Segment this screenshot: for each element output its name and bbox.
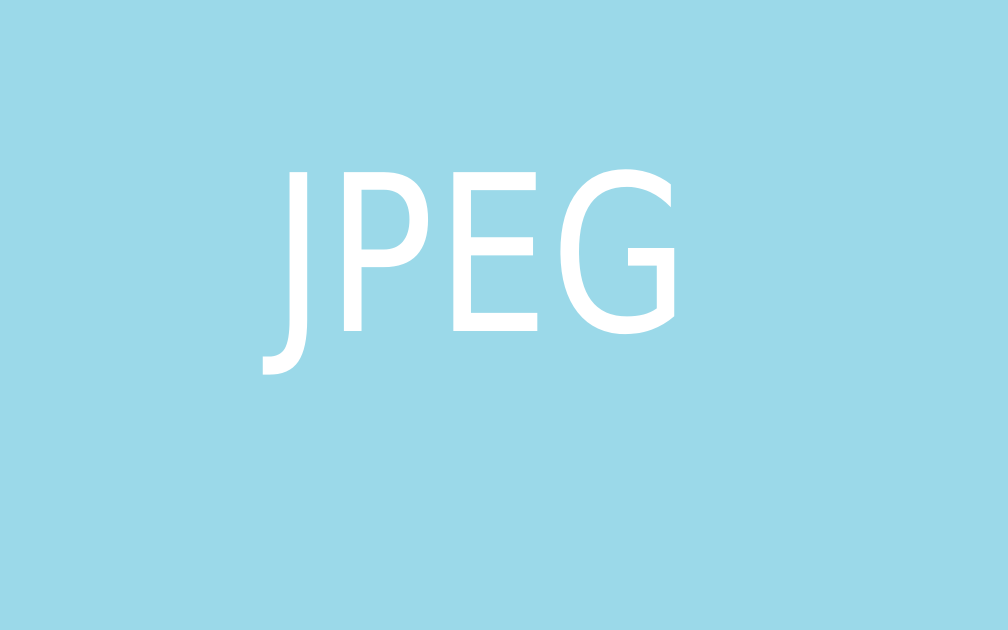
image-format-label: JPEG — [272, 130, 691, 383]
